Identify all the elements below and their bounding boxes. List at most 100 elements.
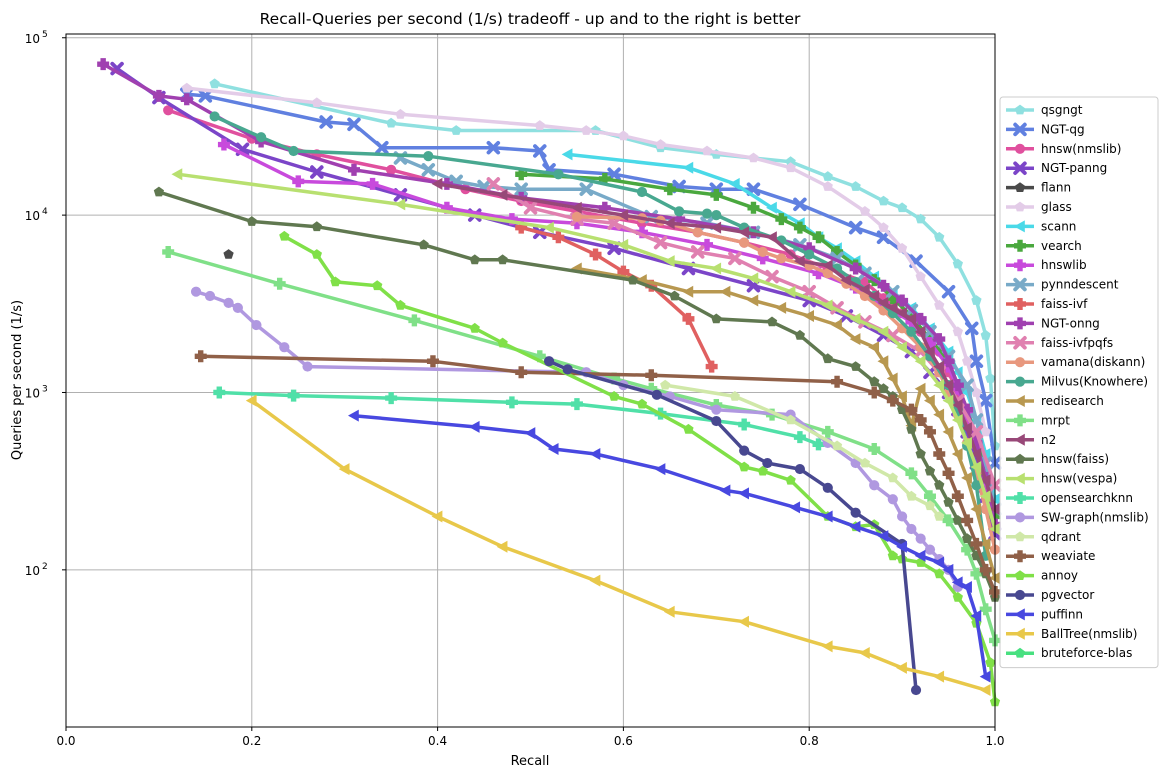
data-point [942, 355, 955, 368]
data-point [859, 206, 871, 216]
data-point [204, 290, 216, 302]
data-point [896, 661, 907, 674]
data-point [711, 404, 722, 415]
data-point [347, 409, 359, 422]
legend-entry: Milvus(Knowhere) [1006, 375, 1148, 389]
data-point [914, 355, 926, 368]
legend-entry: scann [1006, 219, 1076, 233]
legend-entry: pynndescent [1006, 278, 1119, 292]
data-point [915, 533, 926, 544]
data-point [887, 494, 898, 505]
data-point [831, 319, 842, 332]
data-point [943, 497, 954, 507]
data-point [789, 501, 801, 514]
data-point [756, 252, 769, 265]
data-point [924, 500, 936, 511]
data-point [547, 443, 559, 456]
data-point [552, 231, 565, 244]
data-point [868, 289, 880, 302]
data-point [747, 272, 759, 285]
data-point [562, 364, 573, 375]
data-point [776, 253, 787, 264]
data-point [877, 355, 889, 368]
series-hnsw(faiss) [153, 186, 1001, 602]
data-point [970, 447, 982, 460]
data-point [636, 398, 648, 409]
data-point [910, 684, 922, 696]
data-point [701, 238, 714, 251]
legend-label: hnsw(nmslib) [1041, 142, 1121, 156]
data-point [831, 440, 843, 451]
series-hnsw(vespa) [171, 168, 1000, 535]
legend-label: NGT-panng [1041, 161, 1107, 175]
legend-label: faiss-ivfpqfs [1041, 336, 1113, 350]
data-point [660, 379, 671, 390]
data-point [933, 670, 945, 683]
legend-entry: bruteforce-blas [1006, 646, 1132, 660]
y-tick-exponent: 5 [42, 30, 48, 40]
data-point [618, 130, 629, 141]
data-point [719, 484, 731, 497]
data-point [426, 355, 439, 368]
data-point [747, 294, 759, 307]
data-point [914, 325, 926, 338]
legend-entry: hnswlib [1006, 258, 1087, 272]
data-point [941, 284, 956, 299]
data-point [784, 285, 796, 298]
data-point [589, 447, 601, 460]
data-point [896, 294, 909, 307]
data-point [979, 563, 992, 576]
data-point [803, 309, 814, 322]
y-tick-base: 10 [25, 386, 40, 400]
data-point [311, 221, 322, 232]
data-point [514, 182, 528, 196]
data-point [821, 640, 833, 653]
data-point [942, 563, 954, 576]
data-point [840, 274, 852, 287]
legend-swatch-marker [1014, 608, 1025, 621]
legend-swatch-marker [1014, 357, 1026, 368]
data-point [163, 105, 174, 116]
legend-label: weaviate [1041, 549, 1095, 563]
data-point [223, 249, 234, 259]
data-point [701, 145, 713, 156]
data-point [858, 646, 870, 659]
data-point [375, 140, 389, 155]
data-point [794, 329, 805, 340]
data-point [598, 172, 611, 185]
legend-entry: redisearch [1006, 394, 1104, 408]
data-point [408, 314, 421, 327]
data-point [951, 576, 963, 589]
data-point [469, 254, 480, 265]
data-point [821, 259, 833, 272]
data-point [868, 386, 881, 399]
data-point [190, 286, 202, 297]
legend-swatch-marker [1013, 161, 1027, 175]
data-point [579, 182, 593, 196]
data-point [469, 322, 480, 333]
data-point [962, 533, 973, 543]
data-point [570, 201, 582, 214]
data-point [515, 168, 528, 181]
data-point [739, 445, 750, 456]
data-point [729, 391, 740, 401]
data-point [822, 353, 833, 364]
legend-swatch-marker [1014, 472, 1025, 485]
data-point [915, 213, 926, 224]
data-point [822, 268, 833, 279]
data-point [570, 217, 583, 230]
data-point [859, 457, 871, 468]
data-point [785, 414, 796, 425]
data-point [451, 125, 462, 135]
data-point [850, 507, 861, 518]
data-point [775, 213, 788, 226]
data-point [848, 220, 863, 235]
data-point [989, 522, 1000, 535]
legend-label: SW-graph(nmslib) [1041, 510, 1149, 524]
data-point [524, 427, 536, 440]
data-point [255, 132, 267, 143]
data-point [961, 581, 972, 594]
data-point [961, 514, 974, 527]
series-n2 [431, 177, 1000, 516]
legend-swatch-marker [1014, 220, 1025, 233]
